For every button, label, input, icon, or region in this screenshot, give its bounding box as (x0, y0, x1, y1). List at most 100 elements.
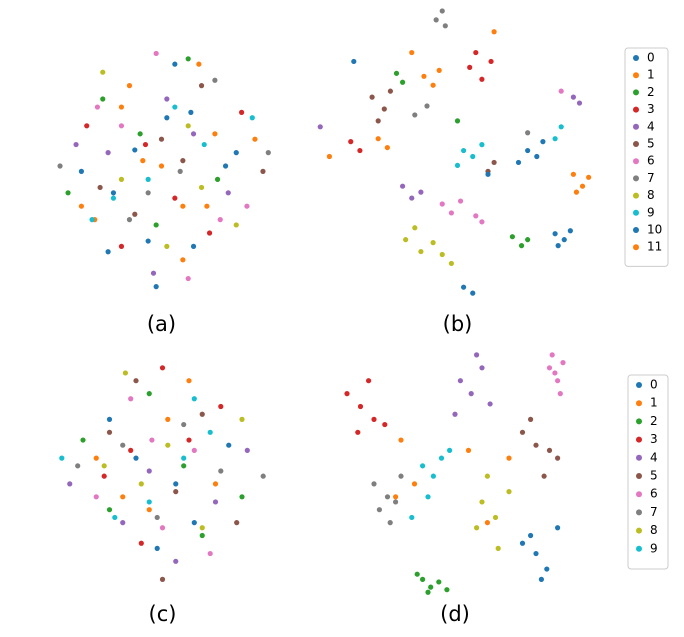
point (467, 64, 473, 70)
point (146, 499, 152, 505)
point (412, 225, 418, 231)
legend-marker (636, 545, 642, 552)
point (351, 58, 357, 65)
point (479, 499, 485, 505)
point (199, 532, 205, 539)
legend-marker (636, 527, 642, 534)
point (212, 77, 218, 83)
point (576, 100, 583, 106)
point (420, 463, 426, 469)
legend-label: 3 (647, 102, 655, 116)
point (154, 545, 160, 552)
point (470, 290, 476, 296)
legend-label: 2 (650, 414, 658, 428)
point (120, 494, 126, 500)
point (214, 176, 221, 182)
point (558, 88, 564, 94)
point (252, 136, 258, 142)
point (185, 123, 191, 129)
point (371, 481, 377, 487)
point (57, 163, 63, 169)
point (260, 473, 266, 479)
point (97, 184, 103, 191)
point (474, 352, 480, 358)
point (93, 455, 99, 461)
point (473, 49, 479, 56)
point (233, 222, 239, 228)
point (181, 455, 187, 461)
point (384, 144, 390, 151)
point (138, 481, 144, 487)
point (555, 525, 561, 531)
point (488, 58, 494, 65)
point (158, 136, 165, 142)
point (393, 499, 399, 505)
point (132, 211, 138, 217)
panel-label: (b) (443, 312, 473, 336)
point (138, 540, 144, 546)
point (366, 378, 372, 384)
point (457, 378, 463, 384)
legend-box (627, 374, 669, 570)
point (393, 70, 400, 76)
point (145, 238, 151, 244)
point (226, 442, 232, 448)
point (158, 163, 165, 169)
point (409, 49, 415, 56)
point (398, 437, 404, 443)
point (515, 159, 522, 166)
point (519, 429, 526, 435)
point (430, 82, 436, 88)
point (375, 136, 381, 142)
point (509, 234, 515, 240)
point (222, 163, 229, 169)
point (153, 284, 159, 290)
point (204, 203, 210, 209)
point (78, 168, 84, 174)
point (436, 579, 442, 585)
point (492, 514, 499, 521)
legend-marker (636, 400, 642, 407)
point (181, 463, 187, 469)
point (153, 50, 159, 57)
point (573, 189, 580, 195)
point (234, 520, 240, 526)
legend-label: 8 (647, 188, 655, 202)
point (461, 284, 467, 290)
legend-marker (633, 141, 639, 147)
point (382, 421, 388, 428)
point (398, 473, 404, 479)
point (447, 447, 453, 453)
legend-marker (636, 454, 642, 461)
point (140, 158, 146, 164)
point (461, 147, 467, 154)
point (357, 403, 364, 410)
point (105, 150, 111, 156)
point (433, 17, 439, 23)
point (484, 473, 490, 479)
point (528, 416, 534, 422)
point (430, 473, 436, 479)
point (519, 540, 526, 546)
point (118, 243, 125, 249)
legend-label: 7 (647, 171, 655, 185)
panel-label: (c) (149, 602, 177, 626)
point (207, 550, 213, 557)
point (218, 403, 224, 410)
point (180, 158, 186, 164)
point (555, 455, 561, 461)
legend-label: 0 (647, 51, 655, 65)
point (409, 195, 415, 201)
point (412, 112, 418, 118)
point (457, 198, 464, 204)
point (150, 270, 157, 276)
point (555, 243, 561, 249)
point (159, 576, 166, 582)
point (206, 230, 213, 236)
point (424, 103, 430, 109)
point (106, 416, 113, 422)
point (120, 442, 126, 448)
point (538, 576, 545, 582)
point (172, 61, 178, 67)
point (409, 514, 415, 521)
